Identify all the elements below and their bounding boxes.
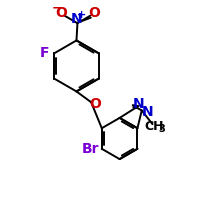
- Text: O: O: [88, 6, 100, 20]
- Text: N: N: [141, 105, 153, 119]
- Text: −: −: [51, 2, 62, 15]
- Text: O: O: [90, 97, 101, 111]
- Text: 3: 3: [158, 124, 165, 134]
- Text: Br: Br: [82, 142, 99, 156]
- Text: F: F: [40, 46, 50, 60]
- Text: N: N: [71, 12, 82, 26]
- Text: N: N: [133, 97, 144, 111]
- Text: O: O: [55, 6, 67, 20]
- Text: CH: CH: [145, 120, 164, 133]
- Text: +: +: [77, 10, 86, 20]
